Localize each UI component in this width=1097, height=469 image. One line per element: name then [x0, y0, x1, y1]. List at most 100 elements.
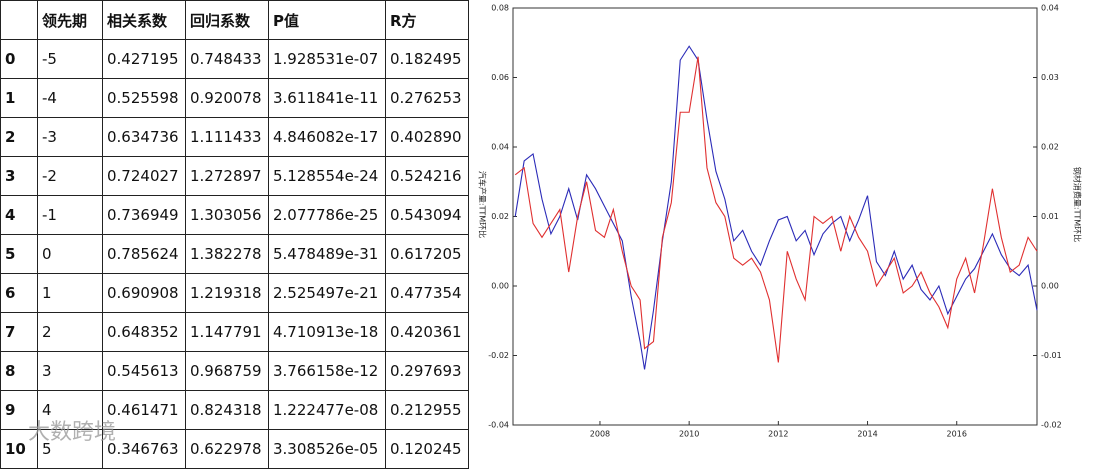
cell: 0.968759 — [185, 351, 269, 391]
cell: 0.420361 — [385, 312, 469, 352]
cell: 0.182495 — [385, 39, 469, 79]
column-header: P值 — [268, 0, 386, 40]
x-tick-label: 2012 — [768, 430, 788, 439]
table-row: 0 -5 0.427195 0.748433 1.928531e-07 0.182495 — [0, 39, 469, 79]
x-tick-label: 2008 — [590, 430, 610, 439]
series-line — [514, 56, 1038, 363]
y-tick-label: -0.04 — [488, 421, 509, 430]
plot-frame — [512, 7, 1038, 426]
y2-tick-label: 0.04 — [1041, 4, 1059, 13]
results-table: 领先期 相关系数 回归系数 P值 R方 0 -5 0.427195 0.748433 1.9285… — [0, 0, 469, 469]
x-tick-label: 2014 — [857, 430, 877, 439]
cell: 0.545613 — [102, 351, 186, 391]
cell: 5.128554e-24 — [268, 156, 386, 196]
column-header: R方 — [385, 0, 469, 40]
row-index: 4 — [0, 195, 38, 235]
row-index: 9 — [0, 390, 38, 430]
cell: 1 — [37, 273, 103, 313]
y2-tick-label: -0.02 — [1041, 421, 1062, 430]
cell: 3.611841e-11 — [268, 78, 386, 118]
series-line — [514, 45, 1038, 370]
table-row: 2 -3 0.634736 1.111433 4.846082e-17 0.402890 — [0, 117, 469, 157]
cell: 4.846082e-17 — [268, 117, 386, 157]
cell: 0.824318 — [185, 390, 269, 430]
cell: 0.634736 — [102, 117, 186, 157]
cell: -1 — [37, 195, 103, 235]
row-index: 6 — [0, 273, 38, 313]
cell: 2 — [37, 312, 103, 352]
row-index: 5 — [0, 234, 38, 274]
row-index: 2 — [0, 117, 38, 157]
table-row: 1 -4 0.525598 0.920078 3.611841e-11 0.276253 — [0, 78, 469, 118]
cell: 0.690908 — [102, 273, 186, 313]
table-row: 8 3 0.545613 0.968759 3.766158e-12 0.297693 — [0, 351, 469, 391]
watermark: 大数跨境 — [28, 420, 117, 445]
cell: 1.219318 — [185, 273, 269, 313]
cell: 3.308526e-05 — [268, 429, 386, 469]
cell: 0.276253 — [385, 78, 469, 118]
cell: 0.724027 — [102, 156, 186, 196]
cell: 0 — [37, 234, 103, 274]
cell: 5.478489e-31 — [268, 234, 386, 274]
index-header — [0, 0, 38, 40]
y2-tick-label: 0.00 — [1041, 282, 1059, 291]
cell: 1.382278 — [185, 234, 269, 274]
cell: 3 — [37, 351, 103, 391]
cell: 0.212955 — [385, 390, 469, 430]
y2-axis-label: 钢材消费量:TTM环比 — [1073, 167, 1083, 242]
cell: 1.111433 — [185, 117, 269, 157]
cell: -2 — [37, 156, 103, 196]
column-header: 领先期 — [37, 0, 103, 40]
cell: -3 — [37, 117, 103, 157]
row-index: 7 — [0, 312, 38, 352]
y-tick-label: 0.08 — [491, 4, 509, 13]
row-index: 3 — [0, 156, 38, 196]
cell: 1.928531e-07 — [268, 39, 386, 79]
cell: 4.710913e-18 — [268, 312, 386, 352]
cell: 0.525598 — [102, 78, 186, 118]
cell: 2.077786e-25 — [268, 195, 386, 235]
cell: 0.297693 — [385, 351, 469, 391]
cell: 0.748433 — [185, 39, 269, 79]
cell: 1.303056 — [185, 195, 269, 235]
cell: 0.736949 — [102, 195, 186, 235]
y-tick-label: 0.06 — [491, 73, 509, 82]
y-axis-label: 汽车产量:TTM环比 — [478, 171, 488, 238]
x-tick-label: 2010 — [679, 430, 699, 439]
y2-tick-label: 0.01 — [1041, 212, 1059, 221]
cell: -5 — [37, 39, 103, 79]
cell: 0.120245 — [385, 429, 469, 469]
column-header: 回归系数 — [185, 0, 269, 40]
cell: 0.477354 — [385, 273, 469, 313]
cell: 1.272897 — [185, 156, 269, 196]
row-index: 1 — [0, 78, 38, 118]
cell: 0.920078 — [185, 78, 269, 118]
cell: 0.648352 — [102, 312, 186, 352]
y-tick-label: 0.04 — [491, 143, 509, 152]
cell: 1.147791 — [185, 312, 269, 352]
table-row: 3 -2 0.724027 1.272897 5.128554e-24 0.524216 — [0, 156, 469, 196]
row-index: 8 — [0, 351, 38, 391]
column-header: 相关系数 — [102, 0, 186, 40]
cell: 0.785624 — [102, 234, 186, 274]
chart: -0.04 -0.02 0.00 0.02 0.04 0.06 0.08 -0.02 -0.01… — [478, 4, 1083, 439]
y2-tick-label: -0.01 — [1041, 351, 1062, 360]
cell: 3.766158e-12 — [268, 351, 386, 391]
table-row: 4 -1 0.736949 1.303056 2.077786e-25 0.543094 — [0, 195, 469, 235]
cell: 0.622978 — [185, 429, 269, 469]
y2-tick-label: 0.02 — [1041, 143, 1059, 152]
cell: 0.427195 — [102, 39, 186, 79]
y-tick-label: -0.02 — [488, 351, 509, 360]
table-row: 7 2 0.648352 1.147791 4.710913e-18 0.420361 — [0, 312, 469, 352]
y-tick-label: 0.00 — [491, 282, 509, 291]
row-index: 0 — [0, 39, 38, 79]
cell: 1.222477e-08 — [268, 390, 386, 430]
x-tick-label: 2016 — [947, 430, 967, 439]
cell: 0.524216 — [385, 156, 469, 196]
table-row: 9 4 0.461471 0.824318 1.222477e-08 0.212955 — [0, 390, 469, 430]
cell: 0.617205 — [385, 234, 469, 274]
cell: 2.525497e-21 — [268, 273, 386, 313]
cell: 0.402890 — [385, 117, 469, 157]
table-row: 6 1 0.690908 1.219318 2.525497e-21 0.477354 — [0, 273, 469, 313]
